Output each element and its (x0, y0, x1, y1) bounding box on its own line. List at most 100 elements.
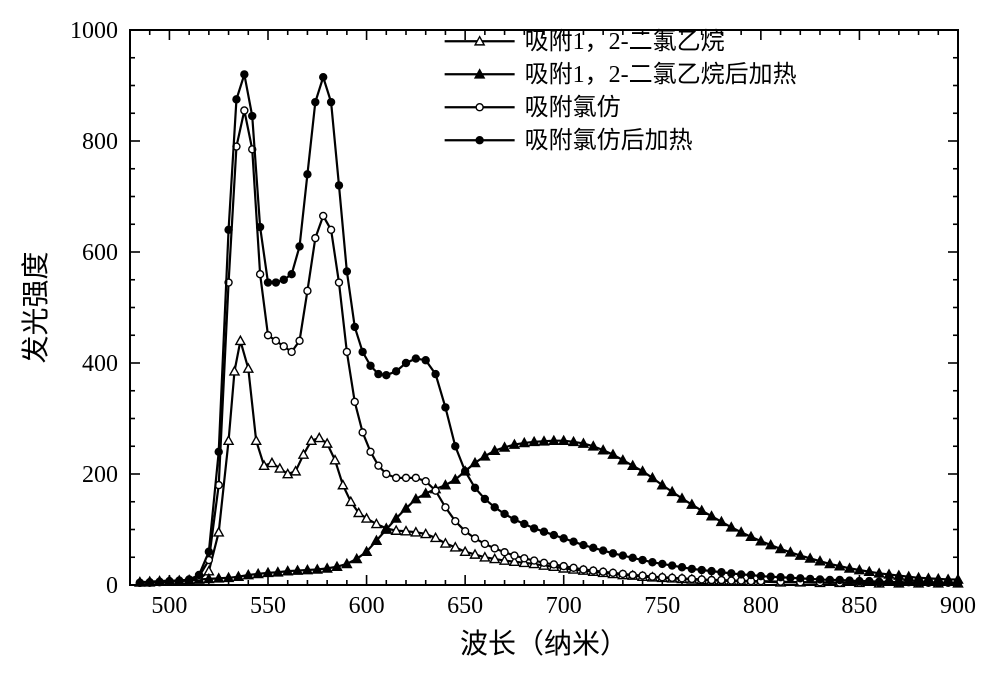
marker-circle (915, 579, 922, 586)
marker-triangle (315, 433, 324, 441)
marker-triangle (214, 528, 223, 536)
marker-circle (698, 576, 705, 583)
series-line-s1 (140, 341, 958, 584)
marker-circle (560, 563, 567, 570)
marker-circle (462, 468, 469, 475)
marker-circle (367, 448, 374, 455)
marker-circle (629, 572, 636, 579)
marker-circle (393, 474, 400, 481)
marker-triangle (697, 506, 706, 514)
marker-circle (619, 552, 626, 559)
marker-circle (233, 96, 240, 103)
marker-circle (359, 429, 366, 436)
marker-circle (521, 520, 528, 527)
marker-circle (422, 478, 429, 485)
marker-circle (718, 569, 725, 576)
marker-circle (895, 579, 902, 586)
marker-circle (560, 535, 567, 542)
marker-circle (288, 348, 295, 355)
marker-circle (328, 226, 335, 233)
marker-triangle (267, 458, 276, 466)
marker-circle (866, 578, 873, 585)
marker-circle (649, 573, 656, 580)
y-tick-label: 600 (82, 240, 118, 266)
marker-circle (570, 538, 577, 545)
marker-circle (728, 577, 735, 584)
marker-circle (708, 577, 715, 584)
marker-circle (698, 567, 705, 574)
marker-circle (335, 279, 342, 286)
marker-circle (550, 561, 557, 568)
marker-circle (580, 566, 587, 573)
marker-circle (432, 371, 439, 378)
x-tick-label: 550 (250, 593, 286, 619)
x-tick-label: 800 (743, 593, 779, 619)
x-tick-label: 850 (841, 593, 877, 619)
marker-circle (590, 567, 597, 574)
marker-circle (718, 577, 725, 584)
marker-circle (639, 572, 646, 579)
marker-circle (550, 532, 557, 539)
marker-triangle (618, 456, 627, 464)
marker-circle (403, 474, 410, 481)
x-tick-label: 750 (644, 593, 680, 619)
marker-circle (393, 368, 400, 375)
marker-circle (320, 212, 327, 219)
marker-circle (688, 575, 695, 582)
legend-label: 吸附1，2-二氯乙烷后加热 (525, 61, 797, 88)
marker-circle (472, 484, 479, 491)
marker-circle (257, 224, 264, 231)
y-tick-label: 200 (82, 462, 118, 488)
marker-circle (738, 571, 745, 578)
marker-circle (649, 559, 656, 566)
marker-circle (679, 564, 686, 571)
marker-circle (955, 579, 962, 586)
x-tick-label: 700 (546, 593, 582, 619)
x-tick-label: 900 (940, 593, 976, 619)
marker-circle (501, 510, 508, 517)
marker-circle (679, 575, 686, 582)
marker-triangle (628, 461, 637, 469)
marker-triangle (372, 519, 381, 527)
marker-circle (531, 525, 538, 532)
y-tick-label: 1000 (70, 18, 118, 44)
marker-circle (688, 565, 695, 572)
marker-circle (403, 360, 410, 367)
marker-circle (600, 568, 607, 575)
marker-triangle (346, 497, 355, 505)
marker-circle (935, 579, 942, 586)
marker-circle (541, 528, 548, 535)
marker-circle (452, 518, 459, 525)
marker-circle (501, 549, 508, 556)
marker-triangle (441, 539, 450, 547)
marker-circle (136, 579, 143, 586)
marker-triangle (727, 523, 736, 531)
marker-circle (905, 579, 912, 586)
marker-circle (757, 573, 764, 580)
marker-circle (146, 579, 153, 586)
marker-triangle (717, 517, 726, 525)
x-tick-label: 500 (151, 593, 187, 619)
marker-circle (241, 71, 248, 78)
marker-circle (511, 552, 518, 559)
marker-triangle (299, 450, 308, 458)
marker-circle (351, 323, 358, 330)
marker-triangle (411, 494, 420, 502)
marker-circle (312, 235, 319, 242)
marker-circle (846, 577, 853, 584)
marker-triangle (224, 436, 233, 444)
marker-circle (375, 371, 382, 378)
marker-circle (945, 579, 952, 586)
y-tick-label: 800 (82, 129, 118, 155)
marker-circle (156, 578, 163, 585)
marker-circle (215, 448, 222, 455)
marker-circle (531, 557, 538, 564)
marker-circle (570, 564, 577, 571)
marker-triangle (230, 367, 239, 375)
marker-triangle (338, 481, 347, 489)
marker-circle (541, 559, 548, 566)
marker-circle (491, 545, 498, 552)
marker-circle (777, 574, 784, 581)
marker-circle (856, 578, 863, 585)
marker-circle (375, 462, 382, 469)
